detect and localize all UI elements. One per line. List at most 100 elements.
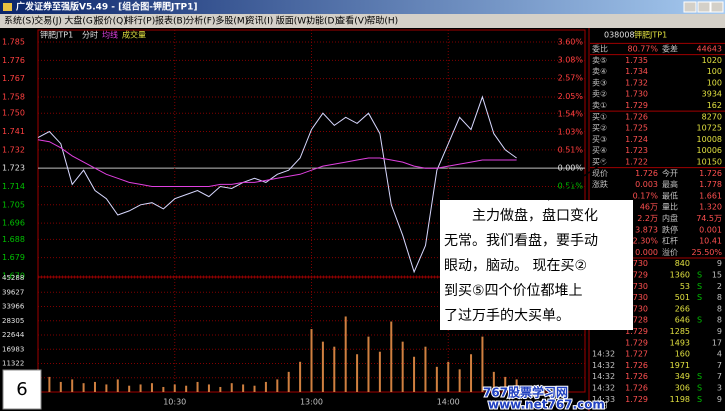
menu-item[interactable]: 系统(S) [4, 15, 35, 27]
volume-bar [470, 354, 473, 392]
tick-count: 4 [717, 350, 722, 359]
order-label: 卖③ [592, 78, 607, 87]
close-button[interactable] [710, 1, 724, 13]
stat-value: 46万 [640, 203, 658, 212]
app-icon [3, 3, 12, 11]
volume-bar [390, 321, 393, 392]
volume-bar [185, 385, 188, 392]
y2-tick-label: 0.51% [558, 181, 584, 190]
menu-item[interactable]: 交易(J) [34, 15, 62, 27]
stat-label: 杠杆 [662, 236, 678, 246]
stat-value: 2.2万 [637, 214, 658, 223]
tick-volume: 1971 [670, 361, 690, 370]
order-volume: 1020 [702, 56, 722, 65]
menu-item[interactable]: 大盘(G) [64, 15, 96, 27]
volume-bar [59, 381, 62, 392]
tick-price: 1.729 [625, 395, 648, 404]
minimize-button[interactable] [683, 1, 697, 13]
tick-volume: 306 [675, 384, 690, 393]
stat-value: 1.320 [699, 203, 722, 212]
tick-price: 1.730 [625, 293, 648, 302]
stock-name: 钾肥JTP1 [634, 31, 667, 40]
tick-price: 1.729 [625, 271, 648, 280]
tick-count: 15 [712, 271, 722, 280]
menu: 系统(S) 交易(J) 大盘(G)报价(Q)排行(P) 报表(B)分析(F) 多股(M)… [4, 15, 398, 27]
stat-label: 跌停 [662, 224, 678, 234]
volume-bar [207, 384, 210, 392]
restore-button[interactable] [697, 1, 711, 13]
y2-tick-label: 3.60% [558, 38, 584, 47]
tick-count: 8 [717, 316, 722, 325]
order-price: 1.729 [625, 101, 648, 110]
tick-price: 1.727 [625, 350, 648, 359]
order-price: 1.725 [625, 124, 648, 133]
stat-value: 3.873 [635, 225, 658, 234]
stat-value: 44643 [697, 45, 722, 54]
tick-volume: 266 [675, 304, 690, 313]
stat-value: 1.726 [699, 169, 722, 178]
window-buttons [683, 1, 724, 13]
tick-volume: 646 [675, 316, 690, 325]
watermark-url: www.net767.com [488, 398, 605, 411]
order-volume: 8270 [702, 112, 722, 121]
stat-label: 量比 [662, 202, 678, 212]
tick-volume: 1360 [670, 271, 690, 280]
stat-value: 80.77% [627, 45, 658, 54]
order-price: 1.726 [625, 112, 648, 121]
stat-value: 0.17% [633, 191, 659, 200]
volume-bar [424, 346, 427, 392]
annotation-line: 了过万手的大买单。 [444, 308, 570, 324]
tick-side: S [697, 395, 702, 404]
tick-price: 1.730 [625, 259, 648, 268]
stat-value: 0.003 [635, 180, 658, 189]
order-volume: 3934 [702, 90, 722, 99]
view-tab[interactable]: 分时 [592, 400, 608, 410]
menu-item[interactable]: 排行(P) [125, 15, 155, 27]
menu-item[interactable]: 版面(W) [276, 15, 310, 27]
volume-bar [378, 351, 381, 392]
menu-item[interactable]: 查看(V) [336, 15, 367, 27]
order-price: 1.732 [625, 78, 648, 87]
legend-entry: 分时 [82, 30, 98, 40]
menu-item[interactable]: 报表(B) [155, 15, 186, 27]
tick-count: 9 [717, 327, 722, 336]
y-tick-label: 1.688 [2, 235, 25, 244]
menu-item[interactable]: 资讯(I) [246, 16, 274, 27]
order-price: 1.722 [625, 158, 648, 167]
tick-volume: 160 [675, 350, 690, 359]
y-tick-label: 1.705 [2, 200, 25, 209]
order-volume: 10725 [697, 124, 722, 133]
menu-item[interactable]: 报价(Q) [95, 15, 127, 27]
order-label: 买① [592, 112, 607, 121]
volume-bar [367, 336, 370, 392]
tick-count: 2 [717, 282, 722, 291]
tick-price: 1.730 [625, 282, 648, 291]
tick-volume: 53 [680, 282, 690, 291]
y2-tick-label: 0.51% [558, 146, 584, 155]
chart-title: 钾肥JTP1 [40, 31, 73, 40]
y-tick-label: 1.767 [2, 74, 25, 83]
stat-label: 今开 [662, 168, 678, 178]
volume-tick-label: 16983 [2, 345, 24, 353]
menu-item[interactable]: 帮助(H) [366, 15, 398, 27]
y-tick-label: 1.776 [2, 56, 25, 65]
menu-item[interactable]: 多股(M) [215, 15, 248, 27]
stat-value: 2.30% [633, 237, 659, 246]
menu-item[interactable]: 分析(F) [185, 15, 215, 27]
stat-value: 10.41 [699, 237, 722, 246]
volume-bar [105, 384, 108, 392]
tick-time: 14:32 [592, 350, 615, 359]
order-price: 1.734 [625, 67, 648, 76]
y2-tick-label: 1.03% [558, 128, 584, 137]
menu-bar [0, 14, 725, 28]
series-line [37, 139, 517, 187]
order-volume: 100 [707, 67, 722, 76]
menu-item[interactable]: 功能(D) [306, 15, 338, 27]
y2-tick-label: 1.54% [558, 110, 584, 119]
order-volume: 10008 [697, 135, 722, 144]
volume-bar [504, 376, 507, 392]
y-tick-label: 1.758 [2, 92, 25, 101]
tick-volume: 1198 [670, 395, 690, 404]
annotation-line: 到买⑤四个价位都堆上 [444, 283, 583, 299]
